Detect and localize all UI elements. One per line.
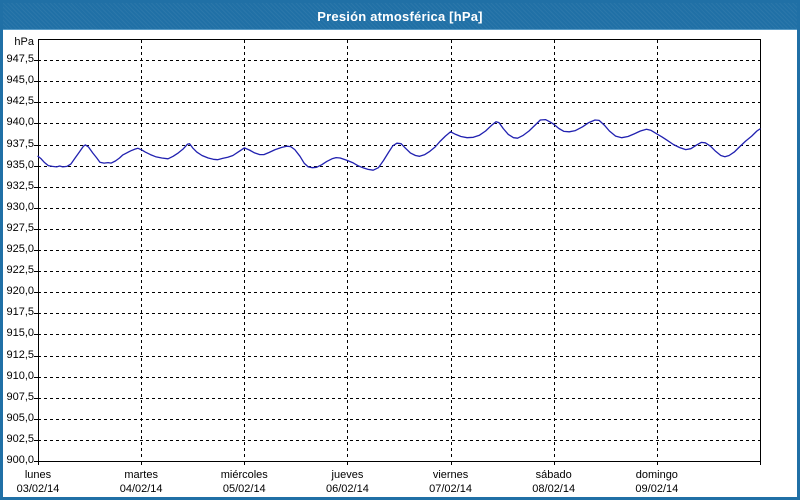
y-axis-tick-label: 910,0 — [6, 370, 34, 382]
x-axis-day-label: viernes — [432, 469, 469, 481]
x-axis-day-label: martes — [124, 469, 158, 481]
x-axis-date-label: 09/02/14 — [635, 483, 679, 495]
x-axis-day-label: miércoles — [220, 469, 268, 481]
y-axis-tick-label: 930,0 — [6, 201, 34, 213]
y-axis-tick-label: 922,5 — [6, 264, 34, 276]
y-axis-tick-label: 927,5 — [6, 222, 34, 234]
y-axis-tick-label: 912,5 — [6, 349, 34, 361]
x-axis-date-label: 05/02/14 — [222, 483, 266, 495]
y-axis-tick-label: 902,5 — [6, 433, 34, 445]
x-axis-date-label: 03/02/14 — [16, 483, 60, 495]
x-axis-day-label: jueves — [331, 469, 364, 481]
x-axis-date-label: 07/02/14 — [429, 483, 472, 495]
x-axis-date-label: 08/02/14 — [532, 483, 576, 495]
y-axis-tick-label: 915,0 — [6, 327, 34, 339]
y-axis-tick-label: 945,0 — [6, 74, 34, 86]
y-axis-tick-label: 905,0 — [6, 412, 34, 424]
y-axis-tick-label: 942,5 — [6, 95, 34, 107]
y-axis-unit-label: hPa — [14, 36, 34, 48]
window-title-bar: Presión atmosférica [hPa] — [3, 3, 797, 30]
y-axis-tick-label: 925,0 — [6, 243, 34, 255]
y-axis-tick-label: 947,5 — [6, 53, 34, 65]
x-axis-date-label: 06/02/14 — [326, 483, 369, 495]
y-axis-tick-label: 940,0 — [6, 116, 34, 128]
x-axis-day-label: domingo — [635, 469, 678, 481]
x-axis-day-label: lunes — [24, 469, 52, 481]
x-axis-day-label: sábado — [535, 469, 572, 481]
y-axis-tick-label: 937,5 — [6, 138, 34, 150]
window-title: Presión atmosférica [hPa] — [317, 8, 483, 24]
y-axis-tick-label: 935,0 — [6, 159, 34, 171]
y-axis-tick-label: 917,5 — [6, 306, 34, 318]
y-axis-tick-label: 900,0 — [6, 454, 34, 466]
y-axis-tick-label: 932,5 — [6, 180, 34, 192]
y-axis-tick-label: 907,5 — [6, 391, 34, 403]
y-axis-tick-label: 920,0 — [6, 285, 34, 297]
x-axis-date-label: 04/02/14 — [119, 483, 163, 495]
